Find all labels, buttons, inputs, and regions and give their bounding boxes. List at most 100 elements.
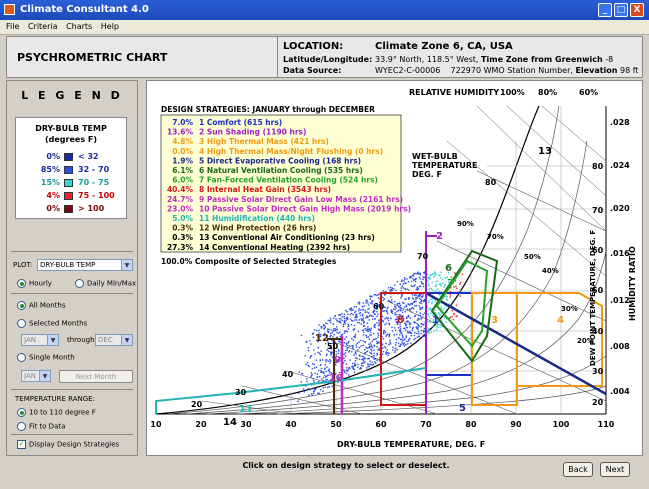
title-bar: Climate Consultant 4.0 _ □ X — [0, 0, 649, 20]
data-point — [419, 278, 421, 280]
daily-radio[interactable]: Daily Min/Max — [75, 279, 136, 289]
strategy-item[interactable]: 9 Passive Solar Direct Gain Low Mass (21… — [199, 195, 403, 204]
zone-label-9[interactable]: 9 — [334, 355, 341, 366]
fit-to-data-radio[interactable]: Fit to Data — [17, 422, 65, 432]
back-button[interactable]: Back — [563, 462, 593, 477]
chart-canvas[interactable]: 1 2 3 4 5 6 7 8 9 10 11 12 13 14 RELATIV… — [147, 81, 642, 455]
hourly-radio[interactable]: Hourly — [17, 279, 52, 289]
zone-label-4[interactable]: 4 — [557, 315, 564, 326]
data-point — [395, 318, 397, 320]
strategy-pct[interactable]: 5.0% — [172, 214, 193, 223]
strategy-pct[interactable]: 24.7% — [167, 195, 194, 204]
strategy-pct[interactable]: 0.0% — [172, 147, 193, 156]
data-point — [369, 346, 371, 348]
display-strategies-checkbox[interactable]: ✓ Display Design Strategies — [17, 440, 119, 450]
strategy-item[interactable]: 14 Conventional Heating (2392 hrs) — [199, 243, 350, 252]
strategy-pct[interactable]: 6.1% — [172, 166, 193, 175]
selected-months-radio[interactable]: Selected Months — [17, 319, 87, 329]
plot-select[interactable]: DRY-BULB TEMP ▼ — [37, 259, 133, 271]
strategy-pct[interactable]: 6.0% — [172, 176, 193, 185]
menu-criteria[interactable]: Criteria — [27, 22, 58, 31]
strategy-item[interactable]: 7 Fan-Forced Ventilation Cooling (524 hr… — [199, 176, 378, 185]
data-point — [351, 350, 353, 353]
strategy-item[interactable]: 6 Natural Ventilation Cooling (535 hrs) — [199, 166, 363, 175]
data-point — [381, 316, 384, 318]
zone-label-2[interactable]: 2 — [436, 231, 443, 242]
strategy-item[interactable]: 1 Comfort (615 hrs) — [199, 118, 282, 127]
next-button[interactable]: Next — [600, 462, 630, 477]
data-point — [348, 340, 350, 343]
data-point — [449, 291, 452, 293]
strategy-pct[interactable]: 1.9% — [172, 156, 193, 165]
zone-evap-cooling[interactable] — [425, 291, 607, 396]
strategy-item[interactable]: 8 Internal Heat Gain (3543 hrs) — [199, 185, 331, 194]
strategy-item[interactable]: 5 Direct Evaporative Cooling (168 hrs) — [199, 156, 361, 165]
data-point — [355, 357, 357, 359]
strategy-pct[interactable]: 40.4% — [167, 185, 194, 194]
data-point — [418, 332, 420, 335]
strategy-item[interactable]: 10 Passive Solar Direct Gain High Mass (… — [199, 204, 411, 213]
zone-label-6[interactable]: 6 — [445, 263, 452, 274]
strategy-pct[interactable]: 0.3% — [172, 233, 193, 242]
data-point — [310, 374, 313, 377]
data-point — [371, 296, 373, 298]
data-point — [446, 276, 449, 278]
data-point — [372, 311, 374, 313]
data-point — [364, 341, 366, 343]
menu-file[interactable]: File — [6, 22, 20, 31]
zone-label-12[interactable]: 12 — [315, 333, 329, 344]
close-button[interactable]: X — [630, 3, 644, 17]
zone-label-13[interactable]: 13 — [538, 146, 552, 157]
data-point — [402, 342, 404, 345]
maximize-button[interactable]: □ — [614, 3, 628, 17]
zone-label-14[interactable]: 14 — [223, 417, 237, 428]
data-point — [346, 316, 348, 318]
menu-help[interactable]: Help — [100, 22, 120, 31]
strategy-item[interactable]: 4 High Thermal Mass/Night Flushing (0 hr… — [199, 147, 383, 156]
from-month-select[interactable]: JAN ▼ — [21, 334, 59, 346]
menu-charts[interactable]: Charts — [66, 22, 93, 31]
zone-fan-ventilation[interactable] — [435, 259, 489, 348]
data-point — [377, 325, 380, 327]
next-month-button[interactable]: Next Month — [59, 370, 133, 383]
single-month-radio[interactable]: Single Month — [17, 353, 75, 363]
strategy-pct[interactable]: 7.0% — [172, 118, 193, 127]
strategy-item[interactable]: 11 Humidification (440 hrs) — [199, 214, 315, 223]
zone-label-1[interactable]: 1 — [432, 315, 439, 326]
zone-thermal-mass-night-flush[interactable] — [517, 292, 603, 387]
zone-label-8[interactable]: 8 — [397, 315, 404, 326]
strategy-pct[interactable]: 23.0% — [167, 204, 194, 213]
strategy-item[interactable]: 12 Wind Protection (26 hrs) — [199, 224, 316, 233]
zone-label-3[interactable]: 3 — [491, 315, 498, 326]
data-point — [356, 321, 359, 324]
strategy-pct[interactable]: 0.3% — [172, 224, 193, 233]
strategy-pct[interactable]: 13.6% — [167, 128, 194, 137]
zone-label-5[interactable]: 5 — [459, 403, 466, 414]
data-point — [337, 352, 339, 355]
single-month-select[interactable]: JAN ▼ — [21, 370, 51, 382]
zone-label-11[interactable]: 11 — [239, 404, 253, 415]
range-10-110-radio[interactable]: 10 to 110 degree F — [17, 408, 96, 418]
strategy-pct[interactable]: 27.3% — [167, 243, 194, 252]
strategy-pct[interactable]: 4.8% — [172, 137, 193, 146]
strategy-item[interactable]: 2 Sun Shading (1190 hrs) — [199, 128, 306, 137]
data-point — [334, 341, 336, 343]
data-point — [316, 329, 318, 332]
data-point — [372, 333, 375, 335]
zone-label-10[interactable]: 10 — [329, 373, 343, 384]
zone-humidification[interactable] — [155, 367, 427, 414]
data-point — [407, 332, 409, 334]
data-point — [383, 298, 386, 300]
minimize-button[interactable]: _ — [598, 3, 612, 17]
to-month-select[interactable]: DEC ▼ — [95, 334, 133, 346]
strategy-item[interactable]: 3 High Thermal Mass (421 hrs) — [199, 137, 329, 146]
zone-label-7[interactable]: 7 — [447, 278, 454, 289]
zone-natural-ventilation[interactable] — [430, 249, 499, 363]
data-point — [363, 325, 365, 327]
strategy-item[interactable]: 13 Conventional Air Conditioning (23 hrs… — [199, 233, 375, 242]
data-point — [401, 311, 404, 314]
zone-high-thermal-mass[interactable] — [471, 292, 518, 406]
dp-tick: 30 — [592, 367, 604, 376]
all-months-radio[interactable]: All Months — [17, 301, 66, 311]
data-point — [436, 322, 439, 325]
